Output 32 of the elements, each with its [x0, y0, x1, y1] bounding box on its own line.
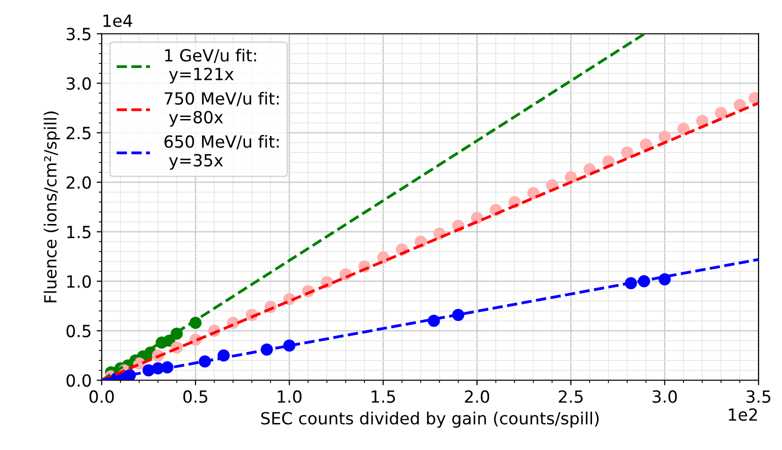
legend-label: 650 MeV/u fit: y=35x [164, 135, 279, 170]
y-tick-label: 3.5 [66, 28, 90, 40]
point [527, 187, 540, 200]
y-tick-label: 0.5 [66, 324, 90, 338]
y-tick-label: 3.0 [66, 77, 91, 90]
text: 1e2 [728, 408, 757, 421]
y-tick-label: 1.0 [67, 275, 91, 288]
y-tick-label: 2.5 [66, 126, 90, 140]
point [696, 114, 708, 127]
x-tick-label: 0.0 [90, 390, 114, 403]
legend-label: 1 GeV/u fit: y=121x [165, 48, 256, 84]
x-tick-label: 1.0 [278, 390, 302, 403]
x-tick-label: 0.5 [183, 390, 208, 403]
legend-label: 750 MeV/u fit: y=80x [164, 92, 279, 127]
point [564, 171, 577, 184]
x-axis-title: SEC counts divided by gain (counts/spill) [261, 412, 599, 428]
point [677, 122, 690, 135]
x-tick-label: 3.0 [652, 390, 677, 403]
point [734, 98, 746, 112]
y-axis-title: Fluence (ions/cm²/spill) [44, 112, 60, 302]
x-tick-label: 3.5 [746, 390, 770, 403]
point [658, 130, 671, 143]
x-tick-label: 1.5 [372, 390, 395, 403]
point [621, 146, 634, 159]
point [714, 106, 728, 120]
point [640, 138, 652, 151]
x-tick-label: 2.5 [558, 390, 583, 403]
y-tick-label: 1.5 [67, 226, 90, 238]
text: 1e4 [103, 14, 132, 28]
y-tick-label: 0.0 [66, 374, 91, 387]
x-tick-label: 2.0 [464, 390, 490, 403]
y-tick-label: 2.0 [66, 176, 91, 189]
